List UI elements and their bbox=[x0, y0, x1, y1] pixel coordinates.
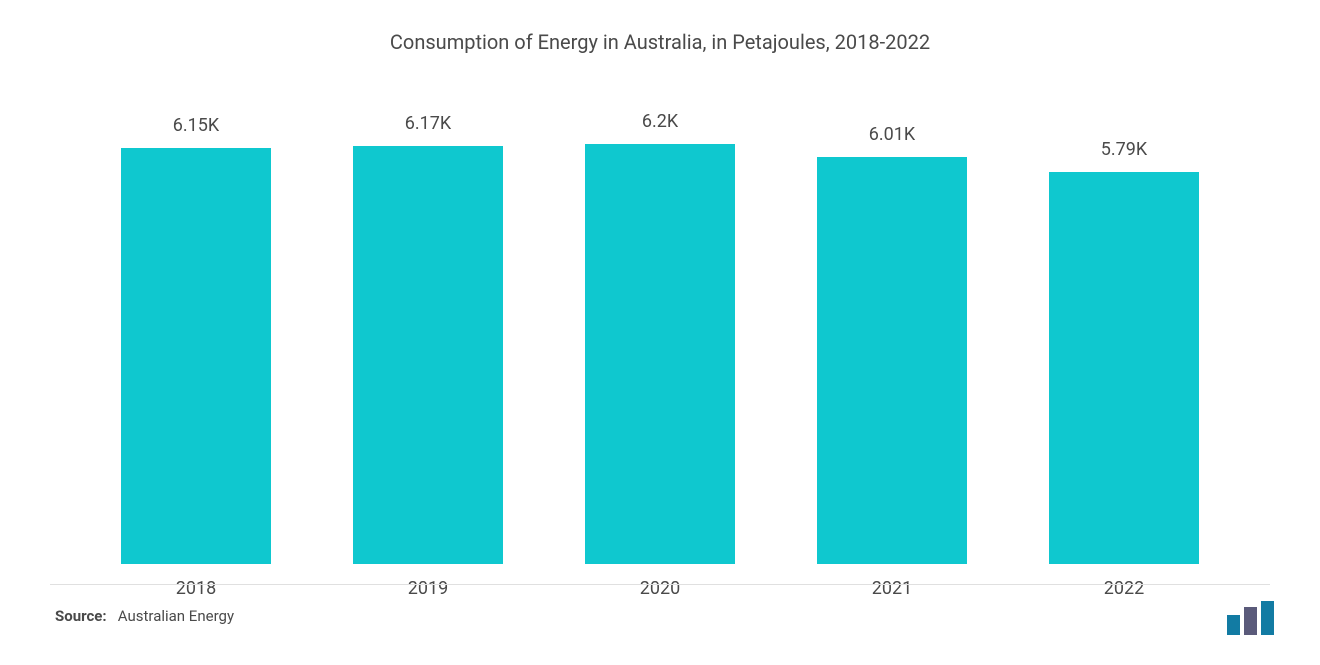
logo-bar-2 bbox=[1244, 607, 1257, 635]
divider bbox=[50, 584, 1270, 585]
bar-group-0: 6.15K 2018 bbox=[80, 124, 312, 564]
bar-0 bbox=[121, 148, 271, 564]
bar-value-1: 6.17K bbox=[405, 113, 451, 134]
bar-label-2: 2020 bbox=[640, 578, 680, 599]
plot-area: 6.15K 2018 6.17K 2019 6.2K 2020 6.01K 20… bbox=[80, 124, 1240, 564]
source-line: Source: Australian Energy bbox=[55, 607, 234, 625]
bar-group-4: 5.79K 2022 bbox=[1008, 124, 1240, 564]
bar-group-2: 6.2K 2020 bbox=[544, 124, 776, 564]
bar-1 bbox=[353, 146, 503, 564]
source-label: Source: bbox=[55, 607, 107, 625]
source-text: Australian Energy bbox=[118, 607, 234, 625]
bar-group-3: 6.01K 2021 bbox=[776, 124, 1008, 564]
chart-container: Consumption of Energy in Australia, in P… bbox=[0, 0, 1320, 665]
bar-label-0: 2018 bbox=[176, 578, 216, 599]
bar-2 bbox=[585, 144, 735, 564]
chart-title: Consumption of Energy in Australia, in P… bbox=[50, 30, 1270, 54]
bar-label-1: 2019 bbox=[408, 578, 448, 599]
brand-logo bbox=[1224, 601, 1280, 635]
bar-3 bbox=[817, 157, 967, 564]
logo-bar-1 bbox=[1227, 615, 1240, 635]
bar-label-4: 2022 bbox=[1104, 578, 1144, 599]
bar-4 bbox=[1049, 172, 1199, 564]
bar-value-0: 6.15K bbox=[173, 115, 219, 136]
bar-value-4: 5.79K bbox=[1101, 139, 1147, 160]
bar-value-2: 6.2K bbox=[642, 111, 678, 132]
bar-value-3: 6.01K bbox=[869, 124, 915, 145]
bar-group-1: 6.17K 2019 bbox=[312, 124, 544, 564]
bar-label-3: 2021 bbox=[872, 578, 912, 599]
logo-bar-3 bbox=[1261, 601, 1274, 635]
